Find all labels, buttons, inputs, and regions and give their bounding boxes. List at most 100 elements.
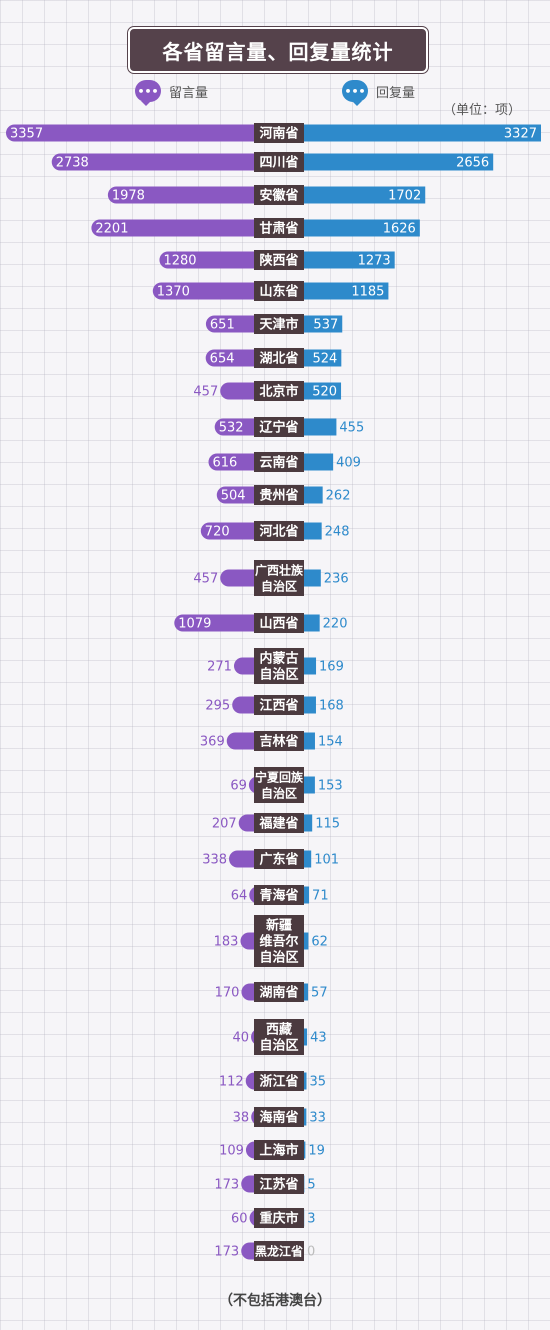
- replies-bar: [304, 569, 321, 587]
- province-label: 青海省: [259, 888, 298, 904]
- province-label: 四川省: [259, 155, 298, 171]
- replies-value-label: 115: [315, 817, 340, 832]
- messages-value-label: 457: [193, 572, 218, 587]
- bar-row: 青海省 64 71: [231, 885, 329, 905]
- replies-value-label: 520: [312, 385, 337, 400]
- province-label-bg: [254, 417, 304, 437]
- messages-value-label: 207: [212, 817, 237, 832]
- replies-value-label: 1185: [351, 285, 384, 300]
- messages-bar: [216, 486, 254, 504]
- province-label: 广西壮族自治区: [255, 563, 304, 594]
- replies-value-label: 1273: [358, 254, 391, 269]
- province-label-bg: [254, 348, 304, 368]
- messages-bar: [220, 569, 254, 587]
- province-label: 广东省: [259, 852, 298, 868]
- messages-bar: [241, 1175, 254, 1193]
- messages-bar: [107, 186, 254, 204]
- speech-bubble-icon: •••: [135, 80, 161, 106]
- replies-value-label: 62: [311, 935, 328, 950]
- province-label-bg: [254, 885, 304, 905]
- replies-value-label: 154: [318, 735, 343, 750]
- replies-value-label: 3: [307, 1212, 315, 1227]
- replies-bar: [304, 453, 334, 471]
- province-label-bg: [254, 849, 304, 869]
- messages-value-label: 40: [232, 1031, 249, 1046]
- province-label-bg: [254, 915, 304, 967]
- replies-bar: [304, 657, 317, 675]
- messages-bar: [51, 153, 254, 171]
- bar-row: 湖北省 654 524: [205, 348, 342, 368]
- province-label: 天津市: [259, 317, 298, 333]
- replies-value-label: 1626: [383, 222, 416, 237]
- replies-bar: [304, 732, 315, 750]
- messages-bar: [241, 1242, 254, 1260]
- province-label-bg: [254, 695, 304, 715]
- replies-bar: [304, 315, 343, 333]
- bar-row: 海南省 38 33: [233, 1107, 326, 1127]
- messages-value-label: 504: [221, 489, 246, 504]
- province-label-bg: [254, 485, 304, 505]
- replies-bar: [304, 1108, 307, 1126]
- replies-value-label: 2656: [456, 156, 489, 171]
- replies-value-label: 409: [336, 456, 361, 471]
- province-label: 湖南省: [259, 985, 298, 1001]
- bar-row: 河北省 720 248: [200, 521, 350, 541]
- province-label-bg: [254, 1107, 304, 1127]
- messages-bar: [174, 614, 254, 632]
- messages-bar: [248, 776, 258, 794]
- replies-bar: [304, 886, 310, 904]
- messages-value-label: 616: [212, 456, 237, 471]
- bar-row: 新疆维吾尔自治区 183 62: [214, 915, 328, 967]
- bar-row: 云南省 616 409: [208, 452, 361, 472]
- messages-bar: [91, 219, 255, 237]
- province-label-bg: [254, 314, 304, 334]
- replies-bar: [304, 614, 320, 632]
- messages-value-label: 109: [219, 1144, 244, 1159]
- province-label-bg: [254, 1071, 304, 1091]
- replies-value-label: 169: [319, 660, 344, 675]
- messages-bar: [240, 932, 254, 950]
- province-label: 云南省: [259, 455, 298, 471]
- province-label-bg: [254, 813, 304, 833]
- bar-row: 四川省 2738 2656: [51, 152, 494, 172]
- legend-replies-label: 回复量: [376, 85, 416, 101]
- messages-value-label: 271: [207, 660, 232, 675]
- messages-bar: [251, 1028, 260, 1046]
- province-label-bg: [254, 1208, 304, 1228]
- province-label-bg: [254, 982, 304, 1002]
- replies-value-label: 236: [324, 572, 349, 587]
- province-label-bg: [254, 767, 304, 803]
- replies-bar: [304, 522, 322, 540]
- province-label-bg: [254, 250, 304, 270]
- province-label-bg: [254, 731, 304, 751]
- replies-value-label: 3327: [504, 127, 537, 142]
- province-label-bg: [254, 648, 304, 684]
- bar-row: 内蒙古自治区 271 169: [207, 648, 344, 684]
- replies-value-label: 43: [310, 1031, 327, 1046]
- messages-bar: [152, 282, 254, 300]
- bar-row: 广东省 338 101: [202, 849, 339, 869]
- messages-value-label: 369: [200, 735, 225, 750]
- messages-bar: [249, 886, 258, 904]
- province-label-bg: [254, 613, 304, 633]
- province-label-bg: [254, 1140, 304, 1160]
- bar-row: 浙江省 112 35: [219, 1071, 326, 1091]
- messages-bar: [226, 732, 254, 750]
- province-label-bg: [254, 281, 304, 301]
- province-label: 海南省: [259, 1110, 298, 1126]
- province-label: 黑龙江省: [255, 1244, 303, 1259]
- replies-value-label: 248: [325, 525, 350, 540]
- replies-value-label: 71: [312, 889, 329, 904]
- province-label: 湖北省: [259, 351, 298, 367]
- replies-value-label: 537: [313, 318, 338, 333]
- messages-value-label: 173: [214, 1178, 239, 1193]
- bar-row: 安徽省 1978 1702: [107, 185, 426, 205]
- province-label-bg: [254, 560, 304, 596]
- legend-messages: ••• 留言量: [135, 80, 208, 106]
- messages-value-label: 338: [202, 853, 227, 868]
- province-label: 河南省: [259, 126, 298, 142]
- messages-bar: [249, 1209, 259, 1227]
- bar-row: 河南省 3357 3327: [5, 123, 541, 143]
- legend-replies: ••• 回复量: [342, 80, 416, 106]
- messages-bar: [245, 1141, 255, 1159]
